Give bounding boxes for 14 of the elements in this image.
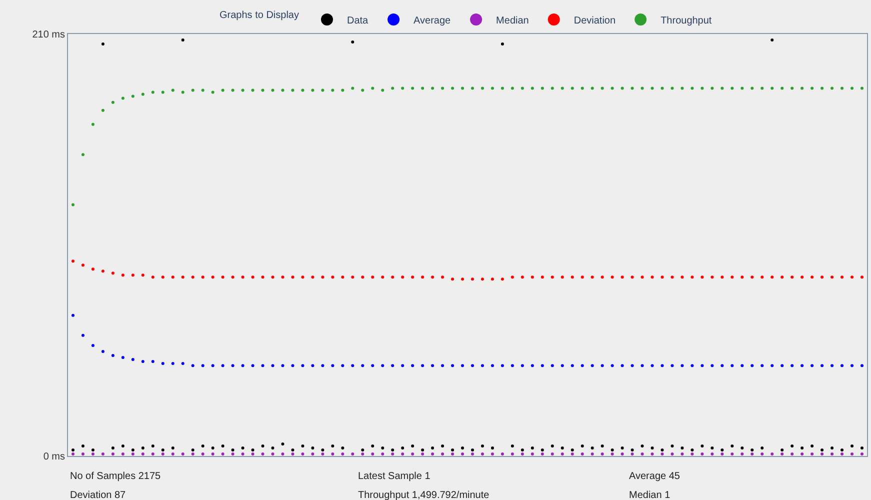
text: No of Samples 2175	[70, 471, 162, 482]
legend-label: Data	[346, 15, 369, 26]
legend-label: Deviation	[574, 15, 616, 26]
text: Deviation 87	[70, 490, 126, 500]
text: Latest Sample 1	[358, 471, 431, 482]
y-tick-label: 210 ms	[32, 30, 65, 40]
y-tick-label: 0 ms	[43, 452, 65, 462]
text: Median 1	[629, 490, 671, 500]
legend-label: Throughput	[660, 15, 712, 26]
legend-label: Median	[496, 15, 529, 26]
text: Average 45	[629, 471, 680, 482]
legend-title: Graphs to Display	[220, 10, 299, 21]
legend-label: Average	[414, 15, 452, 26]
text: Throughput 1,499.792/minute	[358, 490, 490, 500]
